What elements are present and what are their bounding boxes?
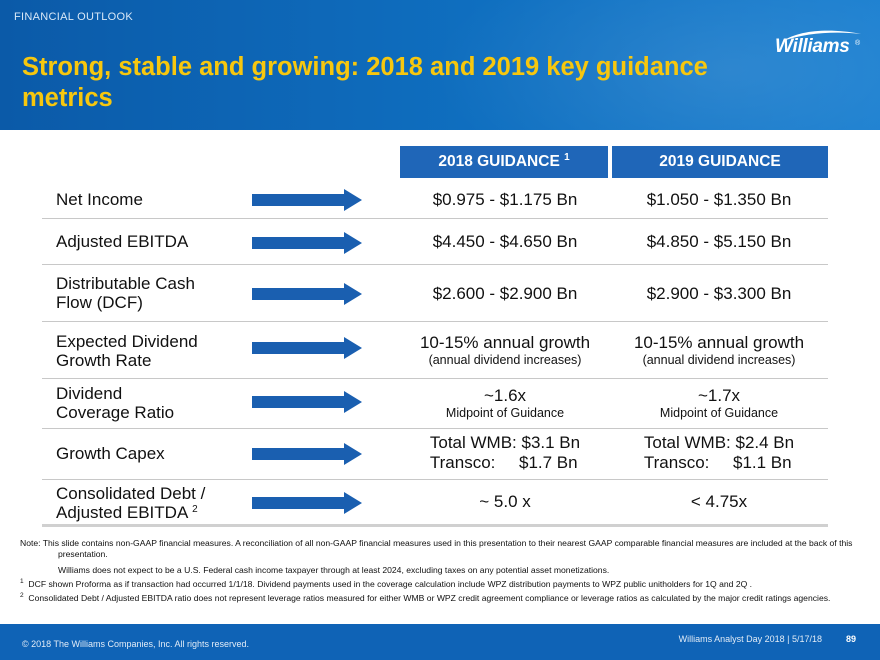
header-highlight [430, 0, 880, 130]
row-label-line1: Distributable Cash [56, 274, 195, 293]
row-label-line1: Dividend [56, 384, 123, 403]
footnote-2: 2 Consolidated Debt / Adjusted EBITDA ra… [20, 590, 865, 604]
cell-2019: ~1.7x Midpoint of Guidance [614, 386, 824, 421]
cell-2019: $1.050 - $1.350 Bn [646, 190, 792, 209]
row-label: Growth Capex [56, 444, 165, 463]
cell-2019-capex: Total WMB: $2.4 Bn Transco: $1.1 Bn [644, 433, 794, 473]
cell-2019: 10-15% annual growth (annual dividend in… [614, 333, 824, 368]
row-label-line2: Flow (DCF) [56, 293, 143, 312]
right-arrow-icon [252, 189, 362, 211]
cell-2019: Total WMB: $2.4 Bn Transco: $1.1 Bn [614, 433, 824, 473]
slide-footer: © 2018 The Williams Companies, Inc. All … [0, 624, 880, 660]
column-header-2019-label: 2019 GUIDANCE [659, 153, 781, 170]
row-label: Net Income [56, 190, 143, 209]
cell-2019: < 4.75x [690, 492, 748, 511]
row-label-line1: Expected Dividend [56, 332, 198, 351]
page-number: 89 [845, 634, 856, 644]
cell-2019-sub: Midpoint of Guidance [659, 406, 779, 420]
cell-2018-sub: (annual dividend increases) [428, 353, 582, 367]
cell-2018-capex: Total WMB: $3.1 Bn Transco: $1.7 Bn [430, 433, 580, 473]
cell-2018-main: 10-15% annual growth [419, 333, 591, 352]
row-label: Adjusted EBITDA [56, 232, 189, 251]
cell-2018-total: Total WMB: $3.1 Bn [429, 433, 581, 452]
cell-2019-sub: (annual dividend increases) [642, 353, 796, 367]
right-arrow-icon [252, 492, 362, 514]
table-row: Consolidated Debt / Adjusted EBITDA 2 ~ … [42, 480, 828, 527]
row-label: Dividend Coverage Ratio [56, 384, 174, 422]
table-row: Growth Capex Total WMB: $3.1 Bn Transco:… [42, 429, 828, 480]
column-header-2018-label: 2018 GUIDANCE [438, 153, 560, 170]
logo-wordmark: Williams [775, 36, 850, 57]
cell-2019-main: 10-15% annual growth [633, 333, 805, 352]
cell-2019-total: Total WMB: $2.4 Bn [643, 433, 795, 452]
cell-2018-sub: Midpoint of Guidance [445, 406, 565, 420]
table-row: Adjusted EBITDA $4.450 - $4.650 Bn $4.85… [42, 219, 828, 265]
cell-2019-main: ~1.7x [697, 386, 741, 405]
table-row: Dividend Coverage Ratio ~1.6x Midpoint o… [42, 379, 828, 429]
note-nongaap: Note: This slide contains non-GAAP finan… [20, 538, 853, 560]
cell-2018-main: ~1.6x [483, 386, 527, 405]
cell-2019: $2.900 - $3.300 Bn [646, 284, 792, 303]
section-label: FINANCIAL OUTLOOK [14, 11, 133, 23]
cell-2019: $4.850 - $5.150 Bn [646, 232, 792, 251]
right-arrow-icon [252, 232, 362, 254]
row-label-line2: Growth Rate [56, 351, 152, 370]
cell-2018: Total WMB: $3.1 Bn Transco: $1.7 Bn [400, 433, 610, 473]
right-arrow-icon [252, 391, 362, 413]
logo-registered-mark: ® [855, 40, 861, 47]
footnote-1-text: DCF shown Proforma as if transaction had… [28, 579, 753, 590]
row-label: Consolidated Debt / Adjusted EBITDA 2 [56, 484, 205, 522]
footnotes: Note: This slide contains non-GAAP finan… [20, 538, 865, 605]
cell-2018-transco: Transco: $1.7 Bn [429, 453, 578, 472]
row-label-line1: Consolidated Debt / [56, 484, 206, 503]
column-header-2019: 2019 GUIDANCE [612, 146, 828, 178]
note-tax: Williams does not expect to be a U.S. Fe… [58, 564, 610, 575]
footnote-1-mark: 1 [20, 578, 24, 586]
row-label-footnote: 2 [192, 504, 198, 515]
table-row: Expected Dividend Growth Rate 10-15% ann… [42, 322, 828, 379]
cell-2018: 10-15% annual growth (annual dividend in… [400, 333, 610, 368]
right-arrow-icon [252, 337, 362, 359]
column-header-2018-footnote: 1 [564, 152, 570, 163]
cell-2018: $0.975 - $1.175 Bn [432, 190, 578, 209]
cell-2018: ~1.6x Midpoint of Guidance [400, 386, 610, 421]
footnote-2-mark: 2 [20, 592, 24, 600]
column-header-2018: 2018 GUIDANCE 1 [400, 146, 608, 178]
logo-swoosh-icon [783, 30, 861, 41]
cell-2018: ~ 5.0 x [479, 492, 531, 511]
cell-2018: $2.600 - $2.900 Bn [432, 284, 578, 303]
event-date: Williams Analyst Day 2018 | 5/17/18 [678, 634, 822, 644]
footnote-1: 1 DCF shown Proforma as if transaction h… [20, 576, 865, 590]
row-label: Expected Dividend Growth Rate [56, 332, 198, 370]
footnote-2-text: Consolidated Debt / Adjusted EBITDA rati… [28, 593, 831, 604]
table-row: Distributable Cash Flow (DCF) $2.600 - $… [42, 265, 828, 322]
right-arrow-icon [252, 283, 362, 305]
row-label-line2: Adjusted EBITDA [56, 503, 188, 522]
slide-header: FINANCIAL OUTLOOK Strong, stable and gro… [0, 0, 880, 130]
right-arrow-icon [252, 443, 362, 465]
row-label: Distributable Cash Flow (DCF) [56, 274, 195, 312]
cell-2018: $4.450 - $4.650 Bn [432, 232, 578, 251]
slide-title: Strong, stable and growing: 2018 and 201… [22, 53, 708, 112]
williams-logo: Williams ® [775, 28, 865, 70]
table-row: Net Income $0.975 - $1.175 Bn $1.050 - $… [42, 180, 828, 219]
copyright: © 2018 The Williams Companies, Inc. All … [22, 639, 250, 649]
row-label-line2: Coverage Ratio [56, 403, 175, 422]
cell-2019-transco: Transco: $1.1 Bn [643, 453, 792, 472]
